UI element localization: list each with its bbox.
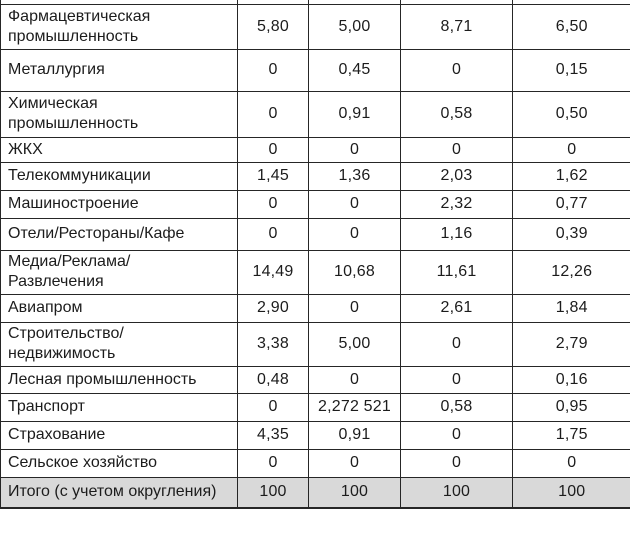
value-cell: 2,32 bbox=[400, 189, 513, 219]
value-cell: 0,95 bbox=[512, 392, 630, 422]
industry-label: Отели/Рестораны/Кафе bbox=[0, 217, 238, 251]
value-cell: 0,91 bbox=[308, 420, 401, 450]
table-row: Медиа/Реклама/ Развлечения 14,49 10,68 1… bbox=[0, 249, 630, 295]
table-row: Машиностроение 0 0 2,32 0,77 bbox=[0, 189, 630, 219]
total-value-cell: 100 bbox=[400, 476, 513, 509]
industry-label: ЖКХ bbox=[0, 136, 238, 163]
value-cell: 0,16 bbox=[512, 365, 630, 394]
value-cell: 0,77 bbox=[512, 189, 630, 219]
table-row: Отели/Рестораны/Кафе 0 0 1,16 0,39 bbox=[0, 217, 630, 251]
value-cell: 0,50 bbox=[512, 90, 630, 138]
table-row: Химическая промышленность 0 0,91 0,58 0,… bbox=[0, 90, 630, 138]
table-row: Телекоммуникации 1,45 1,36 2,03 1,62 bbox=[0, 161, 630, 191]
value-cell: 12,26 bbox=[512, 249, 630, 295]
value-cell: 0,48 bbox=[237, 365, 309, 394]
value-cell: 0 bbox=[237, 136, 309, 163]
total-value-cell: 100 bbox=[512, 476, 630, 509]
value-cell: 1,16 bbox=[400, 217, 513, 251]
value-cell: 1,36 bbox=[308, 161, 401, 191]
industry-label: Авиапром bbox=[0, 293, 238, 323]
value-cell: 0 bbox=[237, 90, 309, 138]
value-cell: 0,45 bbox=[308, 48, 401, 92]
value-cell: 6,50 bbox=[512, 3, 630, 50]
industry-label: Металлургия bbox=[0, 48, 238, 92]
value-cell: 14,49 bbox=[237, 249, 309, 295]
value-cell: 8,71 bbox=[400, 3, 513, 50]
value-cell: 2,03 bbox=[400, 161, 513, 191]
value-cell: 0,58 bbox=[400, 90, 513, 138]
total-label: Итого (с учетом округления) bbox=[0, 476, 238, 509]
value-cell: 0 bbox=[400, 321, 513, 367]
value-cell: 3,38 bbox=[237, 321, 309, 367]
value-cell: 1,84 bbox=[512, 293, 630, 323]
value-cell: 0,58 bbox=[400, 392, 513, 422]
value-cell: 2,79 bbox=[512, 321, 630, 367]
table-row: ЖКХ 0 0 0 0 bbox=[0, 136, 630, 163]
industry-label: Сельское хозяйство bbox=[0, 448, 238, 478]
value-cell: 0 bbox=[400, 136, 513, 163]
total-row: Итого (с учетом округления) 100 100 100 … bbox=[0, 476, 630, 509]
table-row: Транспорт 0 2,272 521 0,58 0,95 bbox=[0, 392, 630, 422]
value-cell: 0 bbox=[400, 420, 513, 450]
value-cell: 1,62 bbox=[512, 161, 630, 191]
industry-share-table: Фармацевтическая промышленность 5,80 5,0… bbox=[0, 0, 630, 509]
industry-label: Химическая промышленность bbox=[0, 90, 238, 138]
value-cell: 0 bbox=[308, 448, 401, 478]
industry-label: Строительство/ недвижимость bbox=[0, 321, 238, 367]
table-row: Лесная промышленность 0,48 0 0 0,16 bbox=[0, 365, 630, 394]
value-cell: 0 bbox=[400, 365, 513, 394]
value-cell: 0 bbox=[308, 189, 401, 219]
industry-label: Телекоммуникации bbox=[0, 161, 238, 191]
value-cell: 0 bbox=[308, 136, 401, 163]
value-cell: 11,61 bbox=[400, 249, 513, 295]
industry-label: Страхование bbox=[0, 420, 238, 450]
value-cell: 0 bbox=[308, 365, 401, 394]
table-row: Строительство/ недвижимость 3,38 5,00 0 … bbox=[0, 321, 630, 367]
value-cell: 0 bbox=[237, 448, 309, 478]
industry-label: Машиностроение bbox=[0, 189, 238, 219]
industry-label: Транспорт bbox=[0, 392, 238, 422]
value-cell: 5,80 bbox=[237, 3, 309, 50]
value-cell: 0 bbox=[400, 448, 513, 478]
value-cell: 4,35 bbox=[237, 420, 309, 450]
value-cell: 10,68 bbox=[308, 249, 401, 295]
table-row: Авиапром 2,90 0 2,61 1,84 bbox=[0, 293, 630, 323]
value-cell: 1,75 bbox=[512, 420, 630, 450]
value-cell: 0 bbox=[512, 448, 630, 478]
table-row: Фармацевтическая промышленность 5,80 5,0… bbox=[0, 3, 630, 50]
value-cell: 0 bbox=[237, 392, 309, 422]
value-cell: 0 bbox=[308, 217, 401, 251]
industry-label: Лесная промышленность bbox=[0, 365, 238, 394]
value-cell: 2,272 521 bbox=[308, 392, 401, 422]
total-value-cell: 100 bbox=[237, 476, 309, 509]
table-row: Страхование 4,35 0,91 0 1,75 bbox=[0, 420, 630, 450]
value-cell: 2,90 bbox=[237, 293, 309, 323]
value-cell: 0,39 bbox=[512, 217, 630, 251]
value-cell: 0 bbox=[400, 48, 513, 92]
table-row: Сельское хозяйство 0 0 0 0 bbox=[0, 448, 630, 478]
value-cell: 0,91 bbox=[308, 90, 401, 138]
value-cell: 2,61 bbox=[400, 293, 513, 323]
value-cell: 1,45 bbox=[237, 161, 309, 191]
value-cell: 0 bbox=[237, 48, 309, 92]
industry-label: Фармацевтическая промышленность bbox=[0, 3, 238, 50]
value-cell: 0 bbox=[237, 217, 309, 251]
industry-label: Медиа/Реклама/ Развлечения bbox=[0, 249, 238, 295]
value-cell: 5,00 bbox=[308, 3, 401, 50]
value-cell: 0,15 bbox=[512, 48, 630, 92]
table-row: Металлургия 0 0,45 0 0,15 bbox=[0, 48, 630, 92]
value-cell: 0 bbox=[308, 293, 401, 323]
total-value-cell: 100 bbox=[308, 476, 401, 509]
value-cell: 0 bbox=[512, 136, 630, 163]
value-cell: 0 bbox=[237, 189, 309, 219]
value-cell: 5,00 bbox=[308, 321, 401, 367]
